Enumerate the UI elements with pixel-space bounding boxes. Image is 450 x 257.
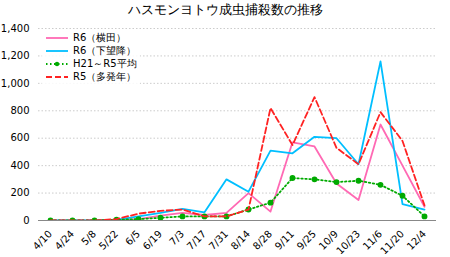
svg-text:11/20: 11/20 bbox=[378, 228, 406, 254]
svg-text:1,000: 1,000 bbox=[1, 78, 30, 89]
svg-text:4/24: 4/24 bbox=[53, 228, 77, 252]
svg-text:1,200: 1,200 bbox=[1, 50, 30, 61]
svg-text:7/17: 7/17 bbox=[185, 228, 209, 252]
svg-text:6/19: 6/19 bbox=[141, 228, 165, 252]
html-text:R6（横田）: R6（横田） bbox=[73, 32, 127, 43]
html-text:R5（多発年）: R5（多発年） bbox=[73, 71, 137, 82]
html-text:H21～R5平均: H21～R5平均 bbox=[73, 58, 137, 69]
svg-text:5/8: 5/8 bbox=[79, 228, 98, 247]
svg-text:12/4: 12/4 bbox=[405, 228, 429, 252]
svg-text:7/3: 7/3 bbox=[167, 228, 186, 247]
svg-text:6/5: 6/5 bbox=[123, 228, 142, 247]
svg-text:7/31: 7/31 bbox=[207, 228, 231, 252]
svg-text:11/6: 11/6 bbox=[360, 228, 385, 252]
svg-text:10/23: 10/23 bbox=[334, 228, 362, 254]
svg-text:200: 200 bbox=[10, 187, 29, 198]
svg-text:800: 800 bbox=[10, 105, 29, 116]
svg-text:10/9: 10/9 bbox=[316, 228, 341, 252]
svg-text:8/14: 8/14 bbox=[229, 228, 253, 252]
svg-text:9/11: 9/11 bbox=[273, 228, 297, 252]
svg-text:5/22: 5/22 bbox=[97, 228, 121, 252]
svg-text:8/28: 8/28 bbox=[251, 228, 275, 252]
html-text:ハスモンヨトウ成虫捕殺数の推移: ハスモンヨトウ成虫捕殺数の推移 bbox=[127, 2, 323, 17]
svg-text:400: 400 bbox=[10, 160, 29, 171]
svg-text:9/25: 9/25 bbox=[295, 228, 319, 252]
svg-text:4/10: 4/10 bbox=[31, 228, 55, 252]
svg-text:0: 0 bbox=[23, 215, 29, 226]
svg-text:1,400: 1,400 bbox=[1, 23, 30, 34]
svg-text:600: 600 bbox=[10, 132, 29, 143]
html-text:R6（下望降）: R6（下望降） bbox=[73, 45, 137, 56]
